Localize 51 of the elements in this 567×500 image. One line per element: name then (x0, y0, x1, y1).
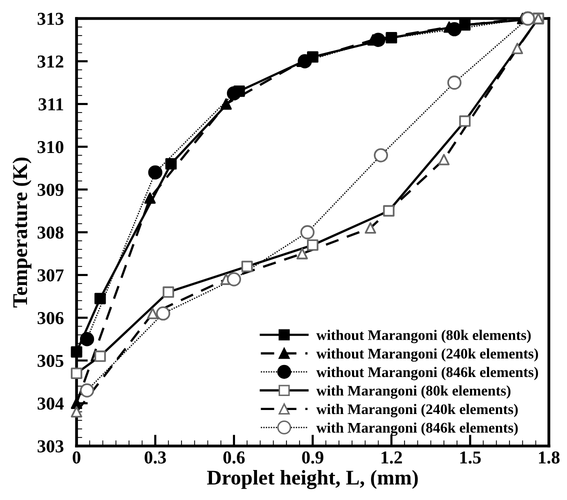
x-axis-title: Droplet height, L, (mm) (207, 470, 418, 490)
x-tick-label: 0.6 (223, 451, 245, 464)
point (459, 19, 471, 31)
y-tick-label: 312 (38, 56, 64, 68)
y-tick-label: 303 (38, 440, 64, 452)
point (220, 98, 232, 110)
point (298, 54, 312, 68)
point (70, 346, 82, 358)
point (307, 239, 318, 251)
y-axis-title: Temperature (K) (12, 158, 32, 308)
point (383, 205, 394, 217)
point (94, 292, 106, 304)
legend-label: without Marangoni (846k elements) (316, 366, 538, 380)
point (512, 42, 524, 54)
point (148, 165, 162, 180)
point (226, 86, 242, 100)
point (241, 260, 253, 272)
y-tick-label: 304 (38, 398, 64, 410)
y-tick-label: 308 (38, 226, 64, 239)
x-tick-label: 1.8 (539, 451, 560, 464)
y-tick-label: 307 (38, 269, 64, 282)
x-tick-label: 0.9 (302, 451, 324, 464)
point (144, 192, 156, 204)
y-tick-label: 305 (38, 354, 64, 367)
x-tick-label: 0 (72, 451, 80, 464)
y-tick-label: 311 (38, 98, 64, 110)
legend-label: with Marangoni (240k elements) (316, 404, 518, 418)
y-tick-label: 310 (38, 141, 64, 154)
point (447, 22, 462, 36)
y-tick-label: 313 (38, 12, 64, 25)
legend-label: with Marangoni (846k elements) (316, 422, 518, 436)
legend-label: without Marangoni (80k elements) (316, 330, 531, 344)
x-tick-label: 1.2 (382, 451, 402, 464)
point (165, 158, 177, 170)
point (459, 115, 471, 127)
point (146, 308, 158, 320)
y-tick-label: 306 (38, 312, 64, 324)
point (94, 350, 106, 362)
point (70, 368, 82, 380)
x-tick-label: 1.5 (460, 451, 481, 464)
legend-label: without Marangoni (240k elements) (316, 348, 538, 362)
point (162, 286, 174, 298)
y-tick-label: 309 (38, 184, 64, 196)
point (70, 406, 82, 418)
point (364, 222, 376, 234)
legend-label: with Marangoni (80k elements) (316, 385, 510, 399)
point (438, 154, 450, 166)
point (80, 332, 94, 346)
point (70, 398, 82, 409)
point (386, 32, 398, 44)
x-tick-label: 0.3 (144, 451, 166, 464)
